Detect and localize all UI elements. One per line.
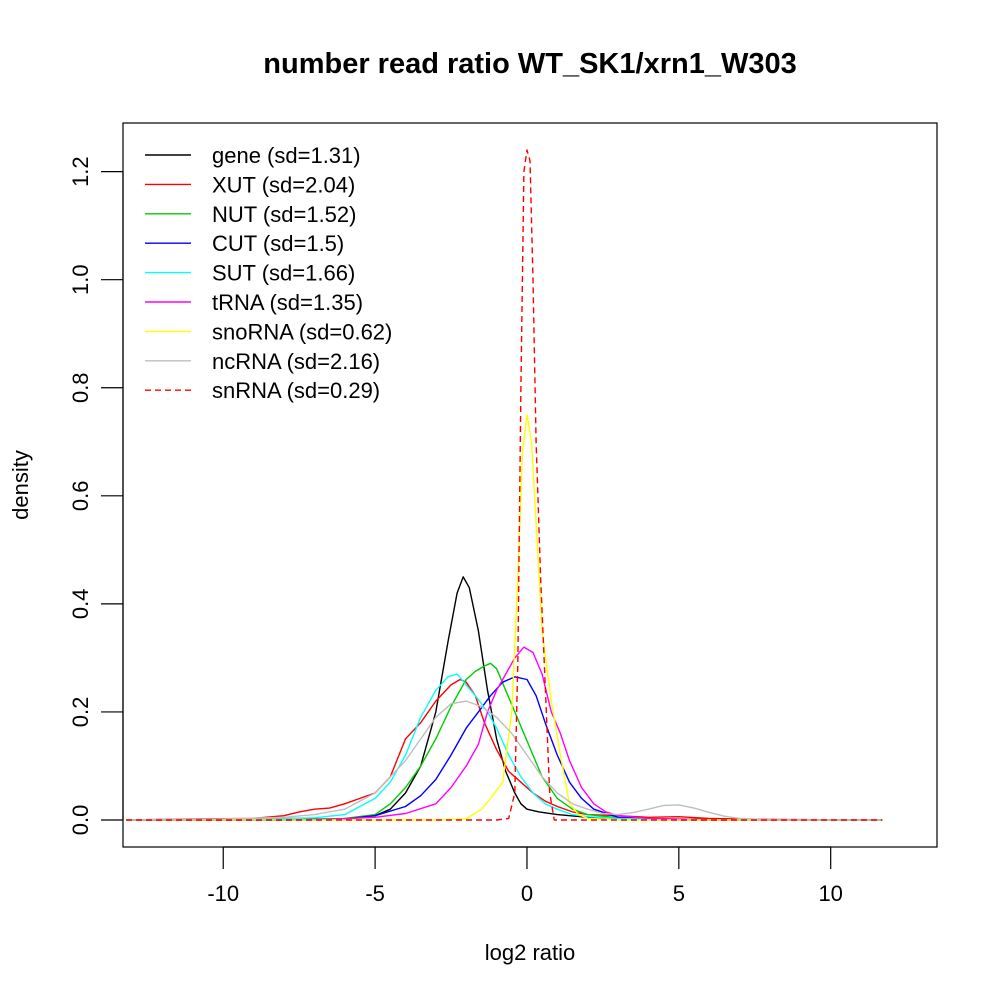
series-line-snorna xyxy=(126,414,883,821)
y-axis: 0.0 0.2 0.4 0.6 0.8 1.0 1.2 xyxy=(68,156,124,836)
series-line-sut xyxy=(125,673,883,821)
y-axis-label: density xyxy=(8,450,33,520)
legend-label-cut: CUT (sd=1.5) xyxy=(212,231,344,256)
legend-label-gene: gene (sd=1.31) xyxy=(212,143,361,168)
legend-label-nut: NUT (sd=1.52) xyxy=(212,202,356,227)
x-tick-label: -5 xyxy=(365,881,385,906)
y-tick-label: 0.4 xyxy=(68,589,93,620)
x-axis: -10 -5 0 5 10 xyxy=(207,846,843,906)
y-tick-label: 0.2 xyxy=(68,697,93,728)
x-tick-label: 10 xyxy=(818,881,842,906)
y-tick-label: 0.6 xyxy=(68,481,93,512)
y-tick-label: 0.0 xyxy=(68,805,93,836)
legend-label-snorna: snoRNA (sd=0.62) xyxy=(212,319,392,344)
series-line-xut xyxy=(125,678,883,821)
x-axis-label: log2 ratio xyxy=(485,940,576,965)
series-line-nut xyxy=(126,662,883,821)
series-layer xyxy=(125,149,883,821)
series-line-snrna xyxy=(126,149,883,821)
x-tick-label: -10 xyxy=(207,881,239,906)
legend-label-snrna: snRNA (sd=0.29) xyxy=(212,378,380,403)
series-line-cut xyxy=(126,676,883,821)
x-tick-label: 0 xyxy=(521,881,533,906)
legend-label-ncrna: ncRNA (sd=2.16) xyxy=(212,349,380,374)
x-tick-label: 5 xyxy=(673,881,685,906)
y-tick-label: 1.2 xyxy=(68,156,93,187)
legend-label-trna: tRNA (sd=1.35) xyxy=(212,290,363,315)
series-line-ncrna xyxy=(125,700,883,821)
y-tick-label: 0.8 xyxy=(68,372,93,403)
legend: gene (sd=1.31) XUT (sd=2.04) NUT (sd=1.52)… xyxy=(145,143,392,403)
series-line-gene xyxy=(126,576,883,821)
chart-title: number read ratio WT_SK1/xrn1_W303 xyxy=(263,48,796,80)
y-tick-label: 1.0 xyxy=(68,264,93,295)
legend-label-xut: XUT (sd=2.04) xyxy=(212,172,355,197)
legend-label-sut: SUT (sd=1.66) xyxy=(212,261,355,286)
series-line-trna xyxy=(126,646,883,821)
